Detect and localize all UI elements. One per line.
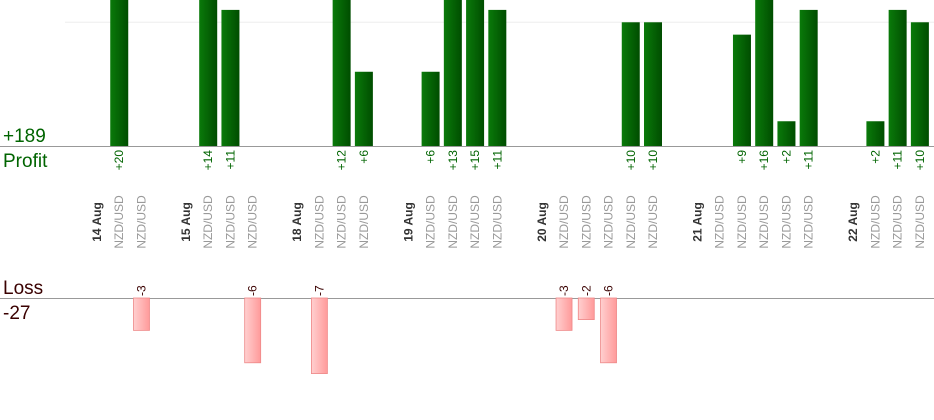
profit-label: +2 (868, 150, 882, 164)
profit-bar (421, 71, 440, 146)
profit-bar (644, 22, 662, 146)
profit-label: +6 (357, 150, 371, 164)
instrument-label: NZD/USD (913, 195, 927, 249)
profit-bar (888, 9, 907, 147)
profit-bar (443, 0, 462, 146)
profit-label: +11 (802, 150, 816, 170)
instrument-label: NZD/USD (735, 195, 749, 249)
profit-bar (199, 0, 218, 146)
date-label: 22 Aug (846, 202, 860, 242)
instrument-label: NZD/USD (312, 195, 326, 249)
date-label: 19 Aug (401, 202, 415, 242)
profit-label: +15 (468, 150, 482, 171)
profit-bar (354, 71, 373, 146)
profit-bar (221, 9, 240, 147)
loss-bar (600, 297, 617, 364)
loss-bar (133, 297, 150, 331)
profit-bar (621, 22, 640, 146)
instrument-label: NZD/USD (579, 195, 593, 249)
instrument-label: NZD/USD (246, 195, 260, 249)
instrument-label: NZD/USD (757, 195, 771, 249)
instrument-label: NZD/USD (112, 195, 126, 249)
loss-label: -3 (134, 285, 148, 296)
instrument-label: NZD/USD (446, 195, 460, 249)
loss-title: Loss (3, 278, 43, 299)
instrument-label: NZD/USD (779, 195, 793, 249)
loss-label: -6 (246, 285, 260, 296)
instrument-label: NZD/USD (201, 195, 215, 249)
profit-label: +10 (913, 150, 927, 171)
profit-label: +13 (446, 150, 460, 171)
instrument-label: NZD/USD (891, 195, 905, 249)
profit-label: +11 (891, 150, 905, 170)
loss-total: -27 (3, 303, 30, 324)
profit-label: +20 (112, 150, 126, 171)
profit-label: +12 (335, 150, 349, 171)
loss-label: -3 (557, 285, 571, 296)
date-label: 15 Aug (179, 202, 193, 242)
profit-label: +11 (490, 150, 504, 170)
profit-bar (777, 121, 796, 146)
instrument-label: NZD/USD (468, 195, 482, 249)
instrument-label: NZD/USD (602, 195, 616, 249)
profit-label: +10 (624, 150, 638, 171)
date-label: 14 Aug (90, 202, 104, 242)
instrument-label: NZD/USD (335, 195, 349, 249)
loss-bar (310, 297, 328, 374)
instrument-label: NZD/USD (134, 195, 148, 249)
instrument-label: NZD/USD (557, 195, 571, 249)
profit-total: +189 (3, 126, 46, 147)
profit-bar (488, 9, 507, 147)
profit-bar (332, 0, 351, 147)
profit-label: +9 (735, 150, 749, 164)
profit-label: +6 (424, 150, 438, 164)
loss-bar (555, 297, 573, 331)
profit-bar (732, 34, 751, 146)
instrument-label: NZD/USD (868, 195, 882, 249)
profit-label: +16 (757, 150, 771, 171)
profit-bar (910, 22, 929, 146)
profit-label: +2 (779, 150, 793, 164)
profit-bar (110, 0, 129, 146)
loss-label: -2 (579, 285, 593, 296)
loss-bar (244, 297, 262, 364)
date-label: 18 Aug (290, 202, 304, 242)
instrument-label: NZD/USD (624, 195, 638, 249)
instrument-label: NZD/USD (802, 195, 816, 249)
profit-label: +11 (223, 150, 237, 170)
profit-label: +10 (646, 150, 660, 171)
instrument-label: NZD/USD (646, 195, 660, 249)
instrument-label: NZD/USD (223, 195, 237, 249)
loss-bar (577, 297, 595, 320)
profit-bar (799, 9, 818, 147)
date-label: 21 Aug (690, 202, 704, 242)
loss-label: -6 (602, 285, 616, 296)
instrument-label: NZD/USD (424, 195, 438, 249)
profit-label: +14 (201, 150, 215, 171)
profit-title: Profit (3, 151, 48, 172)
profit-bar (866, 121, 885, 146)
profit-bar (466, 0, 485, 146)
instrument-label: NZD/USD (357, 195, 371, 249)
loss-label: -7 (312, 285, 326, 296)
instrument-label: NZD/USD (713, 195, 727, 249)
profit-bar (755, 0, 774, 146)
date-label: 20 Aug (535, 202, 549, 242)
instrument-label: NZD/USD (490, 195, 504, 249)
